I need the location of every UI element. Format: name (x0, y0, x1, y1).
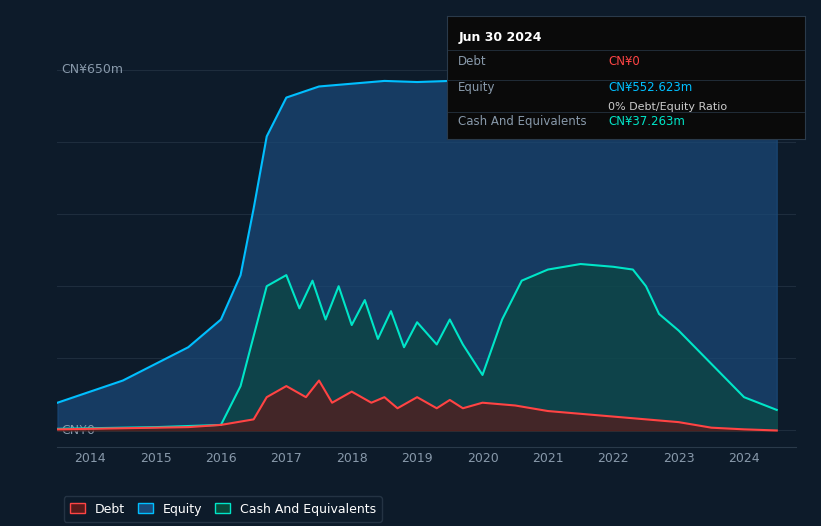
Text: CN¥0: CN¥0 (608, 55, 640, 68)
Text: CN¥0: CN¥0 (62, 424, 95, 437)
Text: Cash And Equivalents: Cash And Equivalents (458, 115, 587, 128)
Text: Jun 30 2024: Jun 30 2024 (458, 31, 542, 44)
Text: CN¥650m: CN¥650m (62, 63, 123, 76)
Text: Debt: Debt (458, 55, 487, 68)
Text: CN¥552.623m: CN¥552.623m (608, 82, 692, 94)
Text: 0% Debt/Equity Ratio: 0% Debt/Equity Ratio (608, 102, 727, 113)
Legend: Debt, Equity, Cash And Equivalents: Debt, Equity, Cash And Equivalents (64, 497, 382, 522)
Text: CN¥37.263m: CN¥37.263m (608, 115, 685, 128)
Text: Equity: Equity (458, 82, 496, 94)
